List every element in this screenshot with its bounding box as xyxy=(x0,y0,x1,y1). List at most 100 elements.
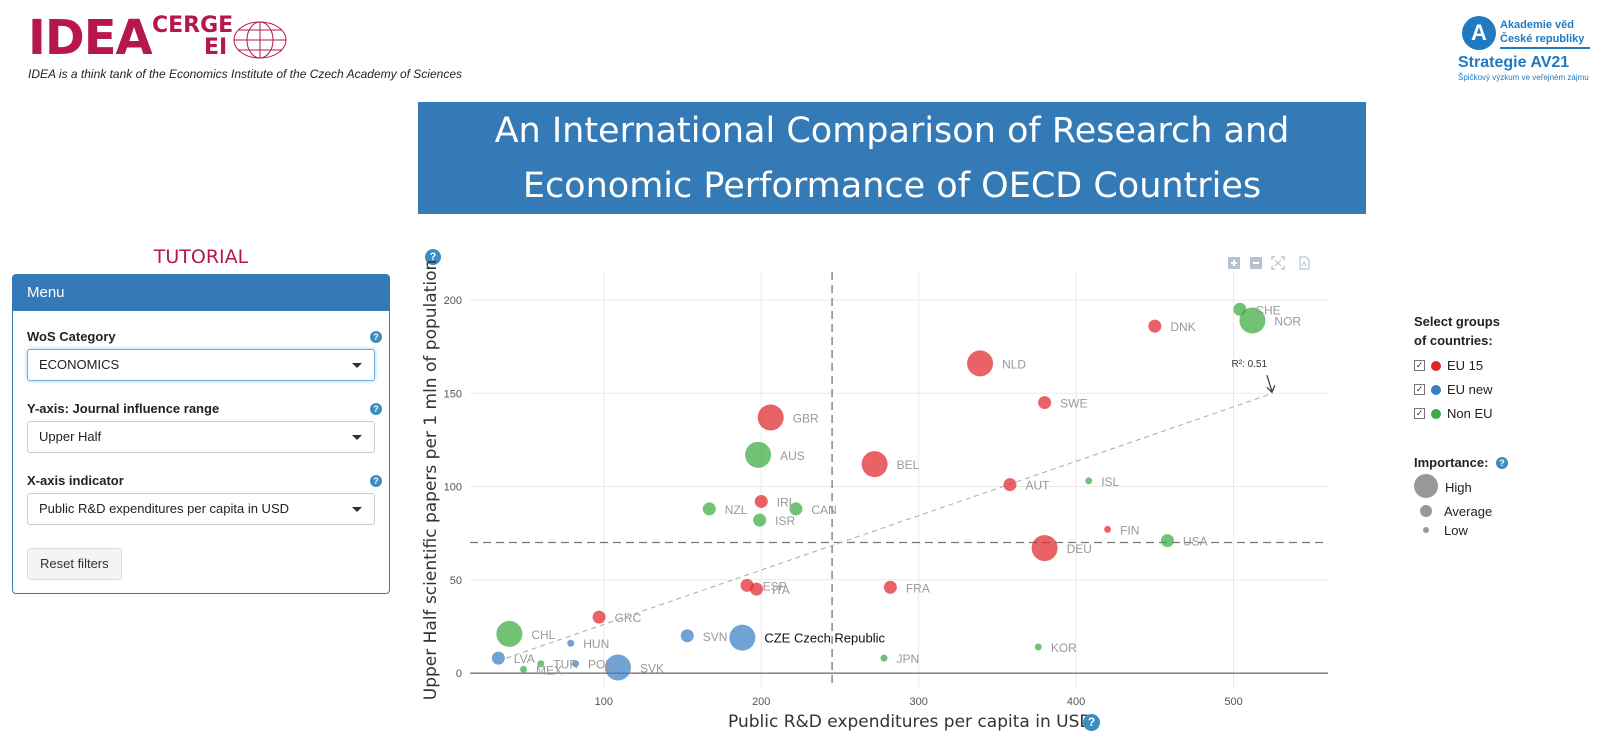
legend-title-line2: of countries: xyxy=(1414,333,1493,348)
chevron-down-icon xyxy=(352,435,362,440)
zoom-in-icon[interactable] xyxy=(1226,256,1242,272)
point-tur[interactable] xyxy=(537,660,545,668)
point-isr[interactable] xyxy=(753,513,767,527)
y-axis-select[interactable]: Upper Half xyxy=(27,421,375,453)
x-tick-label: 400 xyxy=(1067,696,1085,708)
y-axis-title: Upper Half scientific papers per 1 mln o… xyxy=(421,259,441,701)
point-nld[interactable] xyxy=(967,350,994,377)
trendline xyxy=(506,392,1274,659)
x-tick-label: 100 xyxy=(595,696,613,708)
point-label-aut: AUT xyxy=(1025,479,1050,493)
reference-lines xyxy=(470,272,1328,688)
autoscale-icon[interactable] xyxy=(1270,256,1286,272)
point-isl[interactable] xyxy=(1085,477,1093,485)
av-cr-logo[interactable]: A Akademie věd České republiky Strategie… xyxy=(1458,14,1594,86)
point-kor[interactable] xyxy=(1034,643,1042,651)
point-nzl[interactable] xyxy=(702,502,716,516)
importance-average-label: Average xyxy=(1444,504,1493,519)
checkbox-eu-new[interactable]: ✓ xyxy=(1414,384,1425,395)
x-axis-value: Public R&D expenditures per capita in US… xyxy=(39,501,290,516)
reset-filters-button[interactable]: Reset filters xyxy=(27,548,122,580)
menu-title: Menu xyxy=(13,275,389,311)
legend-label-eu-new: EU new xyxy=(1447,382,1493,397)
y-tick-label: 150 xyxy=(444,388,462,400)
point-label-gbr: GBR xyxy=(793,412,819,426)
tagline: IDEA is a think tank of the Economics In… xyxy=(28,67,462,81)
point-grc[interactable] xyxy=(592,610,606,624)
importance-help-icon[interactable]: ? xyxy=(1496,457,1508,469)
r-squared-label: R²: 0.51 xyxy=(1231,359,1267,370)
point-label-jpn: JPN xyxy=(897,652,920,666)
av-strategy-sub: Špičkový výzkum ve veřejném zájmu xyxy=(1458,73,1589,82)
point-jpn[interactable] xyxy=(880,654,888,662)
point-fin[interactable] xyxy=(1104,525,1112,533)
wos-category-select[interactable]: ECONOMICS xyxy=(27,349,375,381)
point-label-can: CAN xyxy=(811,503,836,517)
y-tick-label: 0 xyxy=(456,668,462,680)
zoom-out-icon[interactable] xyxy=(1248,256,1264,272)
checkbox-non-eu[interactable]: ✓ xyxy=(1414,408,1425,419)
x-axis-title-help-icon[interactable]: ? xyxy=(1083,714,1100,731)
legend-label-non-eu: Non EU xyxy=(1447,406,1493,421)
page-title: An International Comparison of Research … xyxy=(418,102,1366,214)
tick-labels-layer: 100 200 300 400 500 0 50 100 150 200 xyxy=(444,295,1243,708)
point-bel[interactable] xyxy=(861,451,888,478)
point-cze[interactable] xyxy=(729,624,756,651)
y-tick-label: 50 xyxy=(450,575,462,587)
y-tick-label: 200 xyxy=(444,295,462,307)
x-axis-help-icon[interactable]: ? xyxy=(370,475,382,487)
point-label-dnk: DNK xyxy=(1170,320,1195,334)
chart-help-icon[interactable]: ? xyxy=(425,249,441,265)
point-nor[interactable] xyxy=(1239,307,1266,334)
point-label-irl: IRL xyxy=(777,495,796,509)
points-layer xyxy=(491,302,1266,681)
checkbox-eu15[interactable]: ✓ xyxy=(1414,360,1425,371)
y-axis-help-icon[interactable]: ? xyxy=(370,403,382,415)
wos-category-label: WoS Category xyxy=(27,329,116,344)
point-label-hun: HUN xyxy=(583,637,609,651)
point-hun[interactable] xyxy=(567,639,575,647)
point-label-deu: DEU xyxy=(1067,542,1092,556)
point-label-esp: ESP xyxy=(763,579,787,593)
point-label-nld: NLD xyxy=(1002,357,1026,371)
point-svn[interactable] xyxy=(680,629,694,643)
chevron-down-icon xyxy=(352,363,362,368)
point-label-pol: POL xyxy=(588,658,612,672)
point-label-nzl: NZL xyxy=(725,503,748,517)
point-aut[interactable] xyxy=(1003,478,1017,492)
idea-logo-text: IDEA xyxy=(28,10,153,66)
point-fra[interactable] xyxy=(883,580,897,594)
point-lva[interactable] xyxy=(491,651,505,665)
point-pol[interactable] xyxy=(571,660,579,668)
wos-help-icon[interactable]: ? xyxy=(370,331,382,343)
point-svk[interactable] xyxy=(604,654,631,681)
point-can[interactable] xyxy=(789,502,803,516)
x-axis-select[interactable]: Public R&D expenditures per capita in US… xyxy=(27,493,375,525)
y-axis-value: Upper Half xyxy=(39,429,102,444)
point-label-isl: ISL xyxy=(1101,475,1119,489)
point-deu[interactable] xyxy=(1031,535,1058,562)
point-label-mex: MEX xyxy=(536,663,562,677)
point-chl[interactable] xyxy=(496,620,523,647)
point-dnk[interactable] xyxy=(1148,319,1162,333)
importance-low-label: Low xyxy=(1444,523,1468,538)
trendline-layer: R²: 0.51 xyxy=(506,359,1276,659)
point-irl[interactable] xyxy=(754,494,768,508)
point-mex[interactable] xyxy=(520,665,528,673)
point-swe[interactable] xyxy=(1038,396,1052,410)
idea-cerge-ei-logo[interactable]: IDEA CERGE EI xyxy=(28,10,287,66)
importance-average-dot xyxy=(1420,505,1432,517)
pdf-download-icon[interactable] xyxy=(1296,256,1312,272)
point-ita[interactable] xyxy=(750,582,764,596)
av-strategy-text: Strategie AV21 xyxy=(1458,54,1570,71)
point-label-usa: USA xyxy=(1183,535,1208,549)
x-tick-label: 200 xyxy=(752,696,770,708)
legend-label-eu15: EU 15 xyxy=(1447,358,1484,373)
point-aus[interactable] xyxy=(745,441,772,468)
tutorial-link[interactable]: TUTORIAL xyxy=(153,246,249,268)
legend-title-line1: Select groups xyxy=(1414,314,1500,329)
eu15-dot-icon xyxy=(1431,361,1441,371)
point-gbr[interactable] xyxy=(757,404,784,431)
point-usa[interactable] xyxy=(1160,534,1174,548)
